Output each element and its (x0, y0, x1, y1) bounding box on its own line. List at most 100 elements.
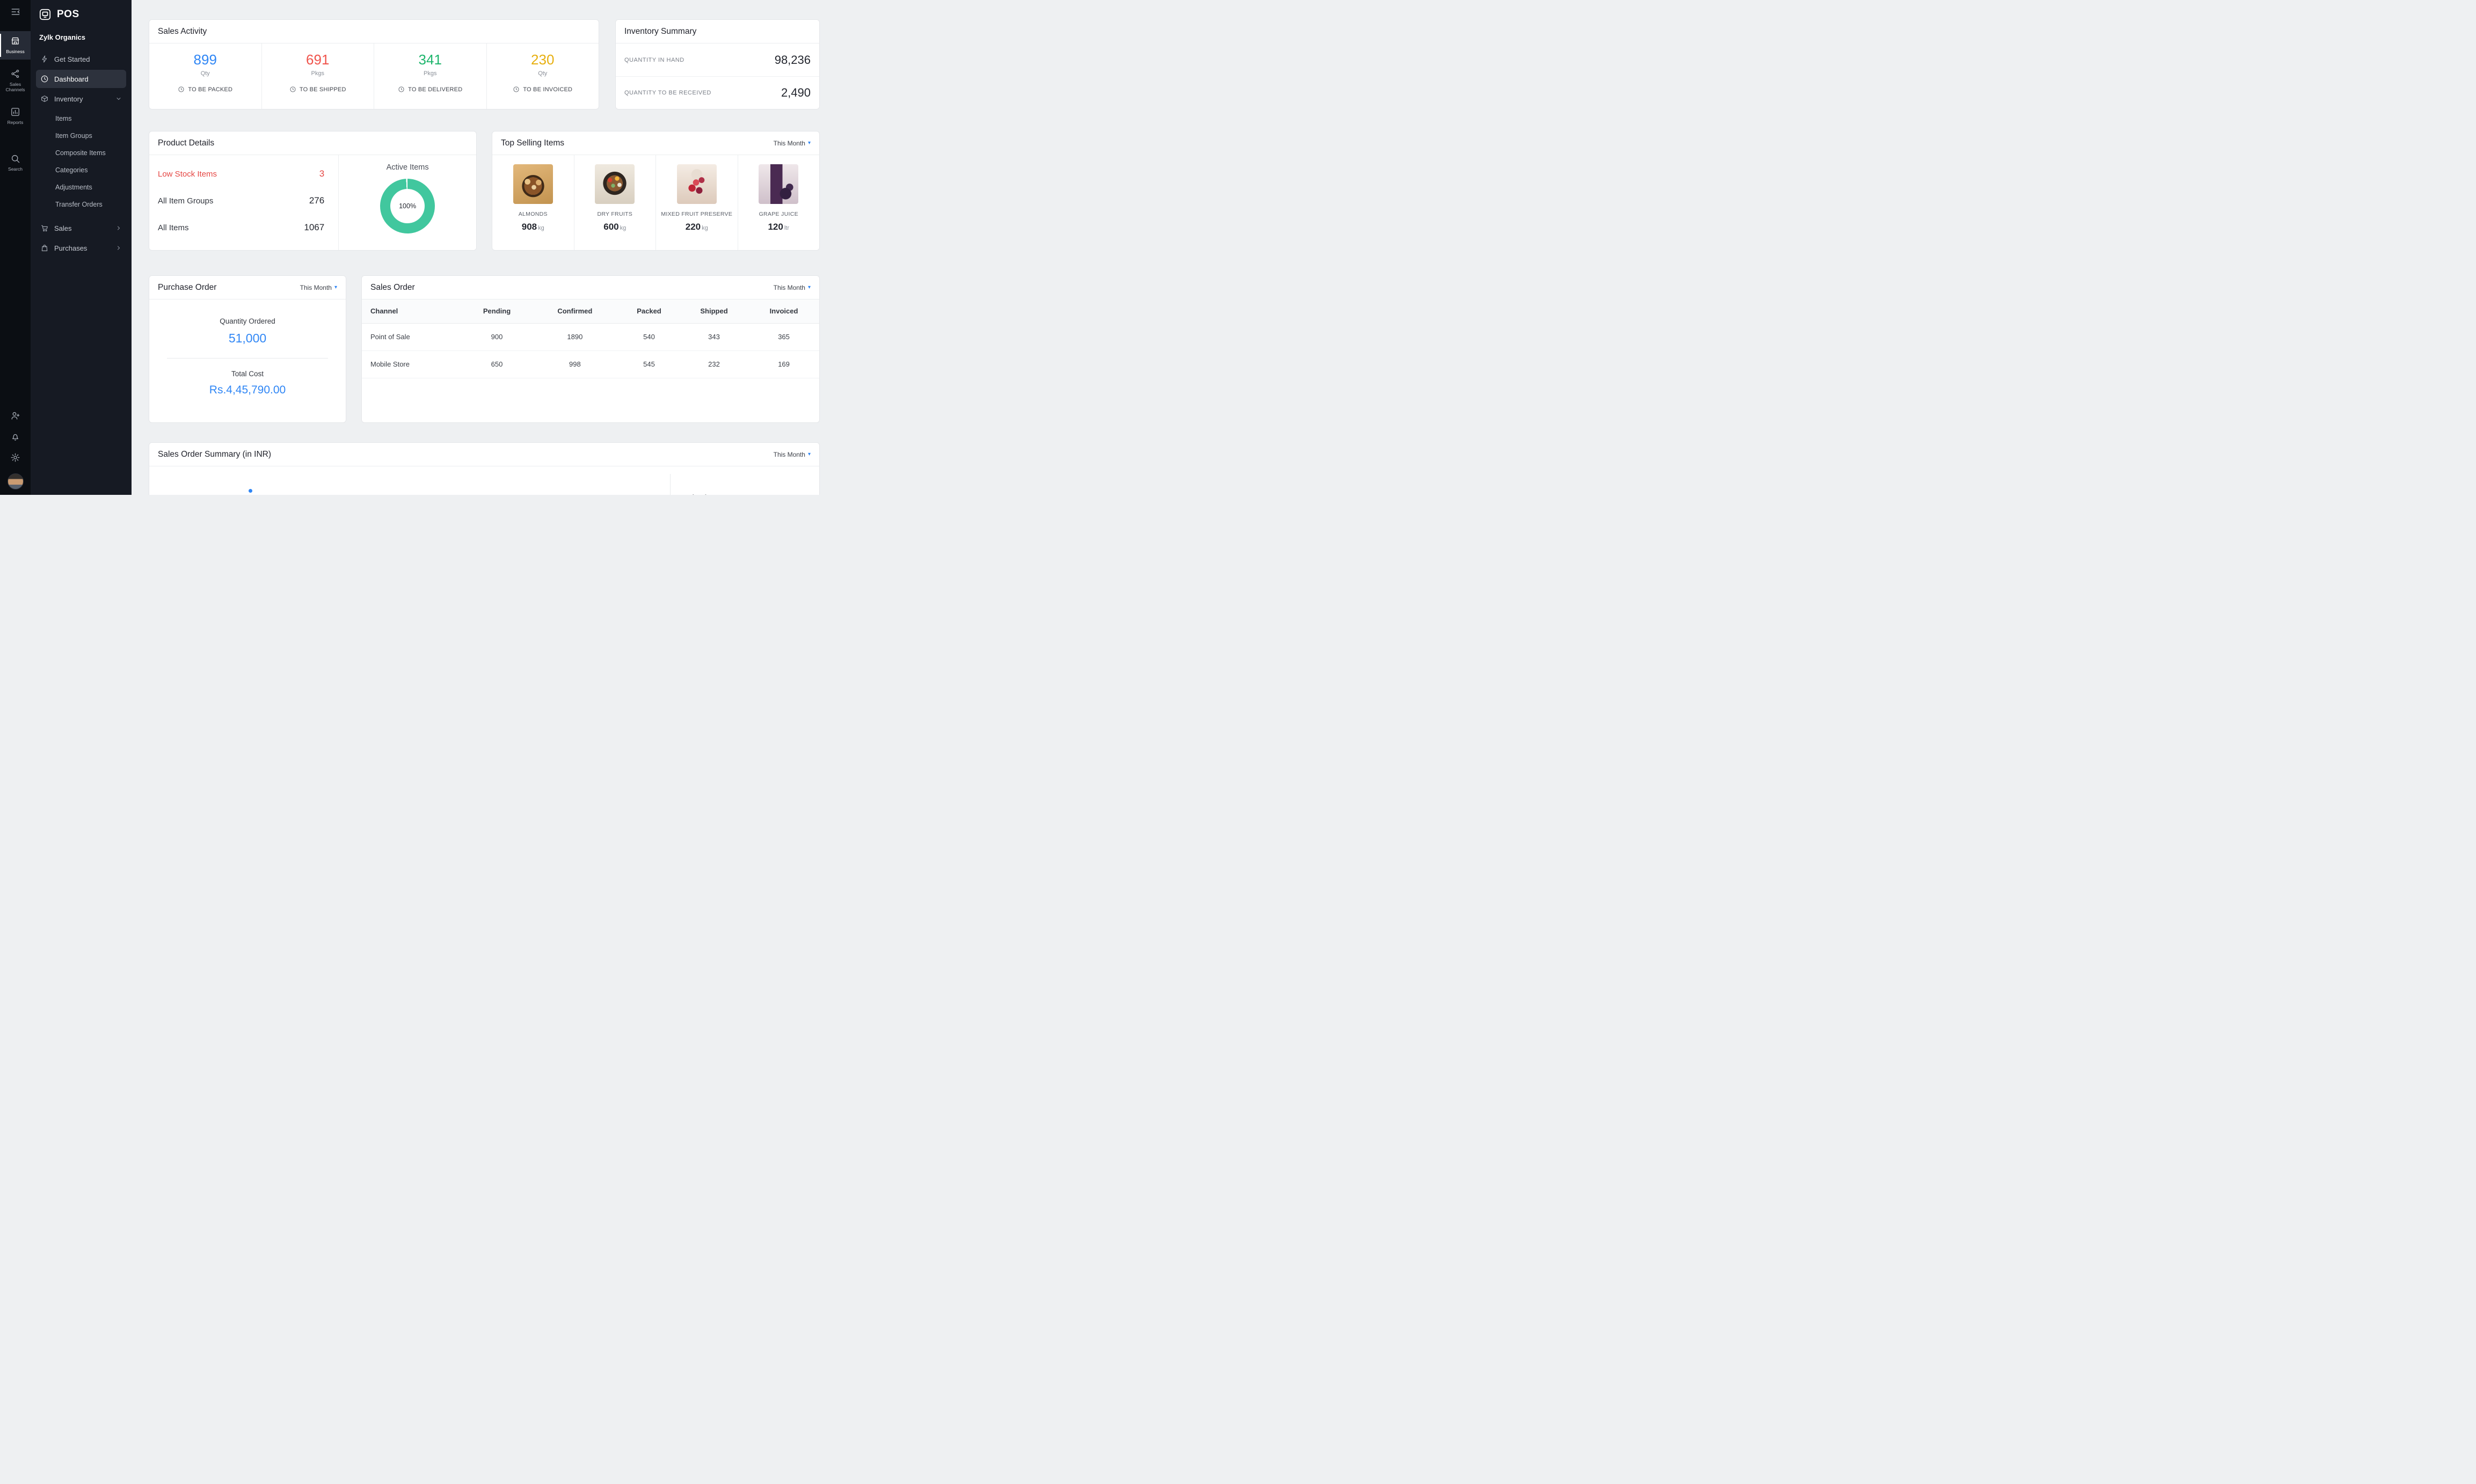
bag-icon (40, 244, 49, 252)
pending-clock-icon (398, 86, 405, 93)
product-unit: kg (702, 225, 708, 231)
grape-juice-product-image (759, 164, 799, 204)
column-header: Channel (362, 299, 463, 324)
pending-clock-icon (289, 86, 296, 93)
sales-summary-chart-area: Total Sales (149, 466, 819, 495)
table-row-mobile-store[interactable]: Mobile Store 650 998 545 232 169 (362, 350, 819, 378)
invite-user-icon[interactable] (10, 411, 20, 421)
settings-gear-icon[interactable] (10, 452, 20, 463)
chart-point-marker (249, 489, 252, 493)
notifications-bell-icon[interactable] (10, 432, 20, 442)
metric-to-be-delivered[interactable]: 341 Pkgs TO BE DELIVERED (374, 43, 486, 109)
metric-to-be-packed[interactable]: 899 Qty TO BE PACKED (149, 43, 261, 109)
dropdown-value: This Month (300, 283, 332, 291)
cell-invoiced: 365 (748, 323, 819, 351)
metric-unit: Qty (538, 70, 548, 77)
sales-activity-card: Sales Activity 899 Qty TO BE PACKED 691 … (149, 19, 599, 109)
all-item-groups-row[interactable]: All Item Groups 276 (149, 187, 338, 214)
card-title: Sales Activity (158, 26, 207, 36)
inventory-submenu: Items Item Groups Composite Items Catego… (36, 109, 126, 219)
product-name: MIXED FRUIT PRESERVE (661, 211, 733, 217)
total-sales-label: Total Sales (678, 493, 715, 495)
inventory-summary-card: Inventory Summary QUANTITY IN HAND 98,23… (615, 19, 820, 109)
card-title: Sales Order (370, 282, 415, 292)
top-item-mixed-fruit-preserve[interactable]: MIXED FRUIT PRESERVE 220 kg (656, 155, 738, 250)
metric-to-be-shipped[interactable]: 691 Pkgs TO BE SHIPPED (261, 43, 374, 109)
cell-pending: 900 (462, 323, 531, 351)
quantity-in-hand-row: QUANTITY IN HAND 98,236 (616, 43, 819, 76)
sidebar-item-purchases[interactable]: Purchases (36, 239, 126, 257)
sales-order-table: Channel Pending Confirmed Packed Shipped… (362, 299, 819, 378)
card-title: Purchase Order (158, 282, 217, 292)
collapse-sidebar-icon[interactable] (10, 6, 21, 17)
metric-label: TO BE INVOICED (523, 86, 573, 93)
sidebar-item-dashboard[interactable]: Dashboard (36, 70, 126, 88)
product-qty: 908 (521, 222, 537, 232)
sidebar-item-composite-items[interactable]: Composite Items (55, 149, 106, 157)
product-name: DRY FRUITS (597, 211, 633, 217)
sidebar-item-item-groups[interactable]: Item Groups (55, 132, 92, 140)
row-label: All Item Groups (158, 196, 214, 206)
sidebar-item-transfer-orders[interactable]: Transfer Orders (55, 201, 103, 208)
rail-item-business[interactable]: Business (0, 31, 31, 60)
row-label: Low Stock Items (158, 169, 217, 179)
active-items-panel: Active Items 100% (339, 155, 476, 250)
inventory-summary-header: Inventory Summary (616, 20, 819, 43)
active-items-label: Active Items (386, 163, 429, 172)
purchase-order-header: Purchase Order This Month ▾ (149, 276, 346, 299)
sidebar-item-label: Inventory (54, 94, 83, 103)
reports-icon (10, 107, 20, 117)
sidebar-item-categories[interactable]: Categories (55, 166, 88, 174)
inventory-box-icon (40, 94, 49, 103)
sidebar-item-inventory[interactable]: Inventory (36, 90, 126, 108)
donut-percent-label: 100% (390, 189, 425, 223)
cell-channel: Mobile Store (362, 350, 463, 378)
search-icon (10, 153, 20, 164)
cell-packed: 540 (618, 323, 680, 351)
metric-unit: Qty (200, 70, 210, 77)
cell-packed: 545 (618, 350, 680, 378)
metric-to-be-invoiced[interactable]: 230 Qty TO BE INVOICED (486, 43, 599, 109)
sales-activity-header: Sales Activity (149, 20, 599, 43)
row-label: QUANTITY TO BE RECEIVED (624, 90, 711, 96)
low-stock-items-row[interactable]: Low Stock Items 3 (149, 160, 338, 187)
sidebar-item-label: Purchases (54, 244, 88, 252)
quantity-to-be-received-row: QUANTITY TO BE RECEIVED 2,490 (616, 76, 819, 109)
all-items-row[interactable]: All Items 1067 (149, 214, 338, 241)
cell-shipped: 343 (679, 323, 749, 351)
row-value: 276 (309, 195, 325, 206)
sidebar-item-label: Sales (54, 224, 72, 232)
row-label: All Items (158, 223, 189, 232)
top-item-almonds[interactable]: ALMONDS 908 kg (492, 155, 574, 250)
dropdown-value: This Month (773, 139, 805, 147)
sidebar-item-items[interactable]: Items (55, 115, 72, 122)
sales-order-summary-card: Sales Order Summary (in INR) This Month … (149, 442, 820, 495)
chevron-down-icon: ▾ (807, 140, 811, 146)
top-item-dry-fruits[interactable]: DRY FRUITS 600 kg (573, 155, 656, 250)
column-header: Pending (462, 299, 531, 324)
rail-item-sales-channels[interactable]: Sales Channels (0, 64, 31, 98)
sidebar-item-get-started[interactable]: Get Started (36, 50, 126, 68)
dropdown-value: This Month (773, 450, 805, 458)
card-title: Top Selling Items (501, 138, 565, 148)
cell-invoiced: 169 (748, 350, 819, 378)
sidebar-item-sales[interactable]: Sales (36, 219, 126, 237)
sidebar-item-adjustments[interactable]: Adjustments (55, 184, 92, 191)
cell-confirmed: 998 (531, 350, 619, 378)
total-cost-value: Rs.4,45,790.00 (209, 384, 286, 396)
product-name: ALMONDS (518, 211, 548, 217)
quantity-ordered-value: 51,000 (228, 331, 267, 345)
top-selling-period-dropdown[interactable]: This Month ▾ (774, 140, 811, 147)
sales-summary-period-dropdown[interactable]: This Month ▾ (774, 451, 811, 458)
row-value: 98,236 (774, 53, 811, 67)
top-item-grape-juice[interactable]: GRAPE JUICE 120 ltr (737, 155, 820, 250)
table-row-point-of-sale[interactable]: Point of Sale 900 1890 540 343 365 (362, 323, 819, 351)
rail-item-search[interactable]: Search (0, 149, 31, 177)
user-avatar[interactable] (7, 473, 24, 489)
sidebar: POS Zylk Organics Get Started Dashboard … (31, 0, 132, 495)
rail-item-reports[interactable]: Reports (0, 102, 31, 130)
sales-order-period-dropdown[interactable]: This Month ▾ (774, 284, 811, 291)
divider (167, 358, 328, 359)
purchase-order-period-dropdown[interactable]: This Month ▾ (300, 284, 337, 291)
dropdown-value: This Month (773, 283, 805, 291)
